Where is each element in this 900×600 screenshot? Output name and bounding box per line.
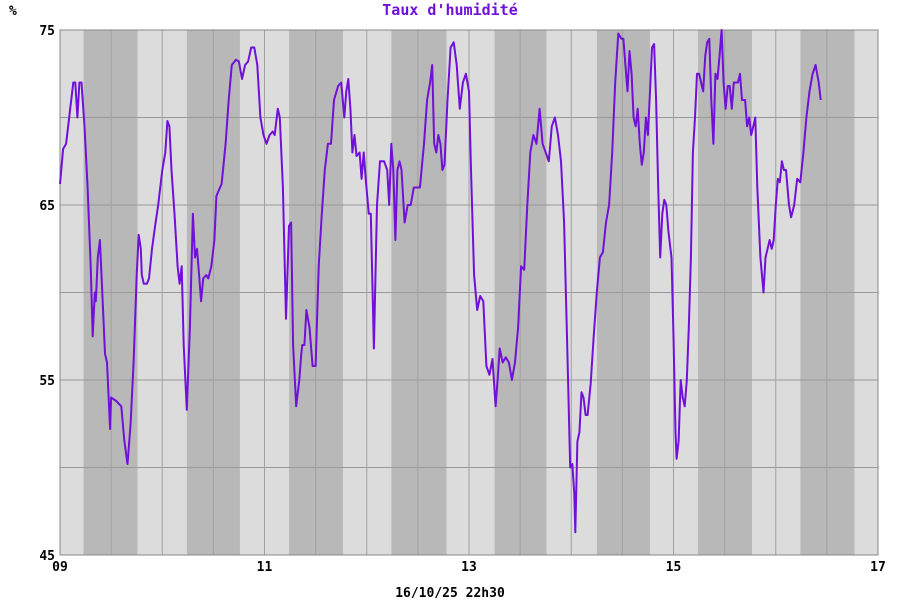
y-tick-label: 75 — [39, 24, 55, 39]
x-tick-label: 15 — [666, 560, 682, 575]
y-tick-label: 55 — [39, 374, 55, 389]
x-tick-label: 13 — [461, 560, 477, 575]
y-tick-label: 45 — [39, 549, 55, 564]
grid-lines — [60, 30, 878, 555]
x-tick-label: 09 — [52, 560, 68, 575]
x-tick-labels: 09 11 13 15 17 — [52, 560, 886, 575]
plot-frame — [59, 29, 879, 556]
series-line — [59, 29, 822, 534]
y-tick-label: 65 — [39, 199, 55, 214]
y-axis-unit: % — [9, 4, 17, 19]
chart-footer-timestamp: 16/10/25 22h30 — [395, 586, 505, 600]
y-tick-labels: 45 55 65 75 — [39, 24, 55, 564]
x-tick-label: 11 — [257, 560, 273, 575]
x-tick-label: 17 — [870, 560, 886, 575]
chart-title: Taux d'humidité — [382, 1, 517, 19]
